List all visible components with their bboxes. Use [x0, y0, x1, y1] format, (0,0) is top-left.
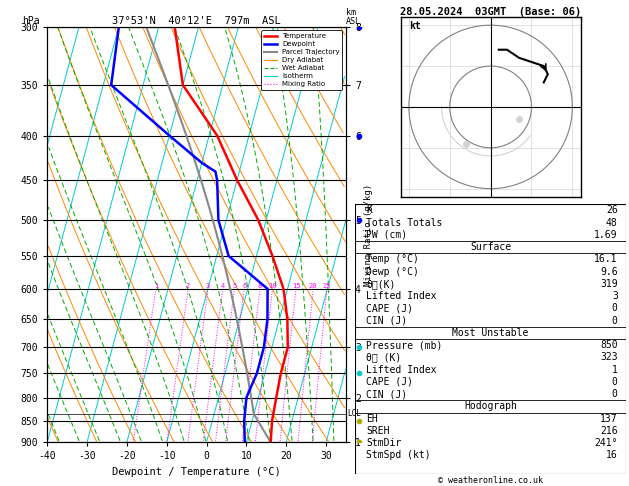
Text: CIN (J): CIN (J) — [366, 315, 408, 326]
Text: K: K — [366, 205, 372, 215]
Text: 319: 319 — [600, 279, 618, 289]
Text: 0: 0 — [612, 389, 618, 399]
Text: 5: 5 — [232, 283, 237, 289]
Text: 137: 137 — [600, 414, 618, 424]
Text: Temp (°C): Temp (°C) — [366, 254, 419, 264]
Text: 6: 6 — [242, 283, 247, 289]
Text: 16.1: 16.1 — [594, 254, 618, 264]
Text: 9.6: 9.6 — [600, 266, 618, 277]
Text: CAPE (J): CAPE (J) — [366, 303, 413, 313]
Legend: Temperature, Dewpoint, Parcel Trajectory, Dry Adiabat, Wet Adiabat, Isotherm, Mi: Temperature, Dewpoint, Parcel Trajectory… — [261, 30, 342, 90]
Text: 1.69: 1.69 — [594, 230, 618, 240]
Text: 8: 8 — [258, 283, 262, 289]
Text: 3: 3 — [206, 283, 210, 289]
Text: 3: 3 — [612, 291, 618, 301]
Text: 1: 1 — [153, 283, 158, 289]
Text: LCL: LCL — [347, 409, 361, 418]
Text: 16: 16 — [606, 451, 618, 460]
Text: 0: 0 — [612, 377, 618, 387]
Text: kt: kt — [409, 21, 421, 31]
Text: hPa: hPa — [22, 16, 40, 26]
Text: 26: 26 — [606, 205, 618, 215]
Text: 0: 0 — [612, 303, 618, 313]
Text: Lifted Index: Lifted Index — [366, 364, 437, 375]
Text: StmSpd (kt): StmSpd (kt) — [366, 451, 431, 460]
Text: Most Unstable: Most Unstable — [452, 328, 529, 338]
Text: 15: 15 — [292, 283, 300, 289]
Text: 48: 48 — [606, 218, 618, 227]
Text: Hodograph: Hodograph — [464, 401, 517, 412]
Text: Pressure (mb): Pressure (mb) — [366, 340, 443, 350]
Text: Lifted Index: Lifted Index — [366, 291, 437, 301]
Text: SREH: SREH — [366, 426, 390, 436]
Text: 216: 216 — [600, 426, 618, 436]
Text: StmDir: StmDir — [366, 438, 401, 448]
Text: CAPE (J): CAPE (J) — [366, 377, 413, 387]
X-axis label: Dewpoint / Temperature (°C): Dewpoint / Temperature (°C) — [112, 467, 281, 477]
Text: 10: 10 — [268, 283, 277, 289]
Text: 0: 0 — [612, 315, 618, 326]
Text: 4: 4 — [221, 283, 225, 289]
Text: 20: 20 — [309, 283, 318, 289]
Text: © weatheronline.co.uk: © weatheronline.co.uk — [438, 476, 543, 486]
Text: CIN (J): CIN (J) — [366, 389, 408, 399]
Text: θᴇ(K): θᴇ(K) — [366, 279, 396, 289]
Text: θᴇ (K): θᴇ (K) — [366, 352, 401, 363]
Text: PW (cm): PW (cm) — [366, 230, 408, 240]
Text: EH: EH — [366, 414, 378, 424]
Text: Dewp (°C): Dewp (°C) — [366, 266, 419, 277]
Text: 241°: 241° — [594, 438, 618, 448]
Text: 1: 1 — [612, 364, 618, 375]
Text: 850: 850 — [600, 340, 618, 350]
Text: Surface: Surface — [470, 242, 511, 252]
Text: 37°53'N  40°12'E  797m  ASL: 37°53'N 40°12'E 797m ASL — [112, 16, 281, 26]
Text: 2: 2 — [186, 283, 190, 289]
Text: km
ASL: km ASL — [346, 8, 361, 26]
Text: Totals Totals: Totals Totals — [366, 218, 443, 227]
Text: 323: 323 — [600, 352, 618, 363]
Y-axis label: Mixing Ratio (g/kg): Mixing Ratio (g/kg) — [364, 183, 372, 286]
Text: 25: 25 — [323, 283, 331, 289]
Text: 28.05.2024  03GMT  (Base: 06): 28.05.2024 03GMT (Base: 06) — [400, 7, 581, 17]
